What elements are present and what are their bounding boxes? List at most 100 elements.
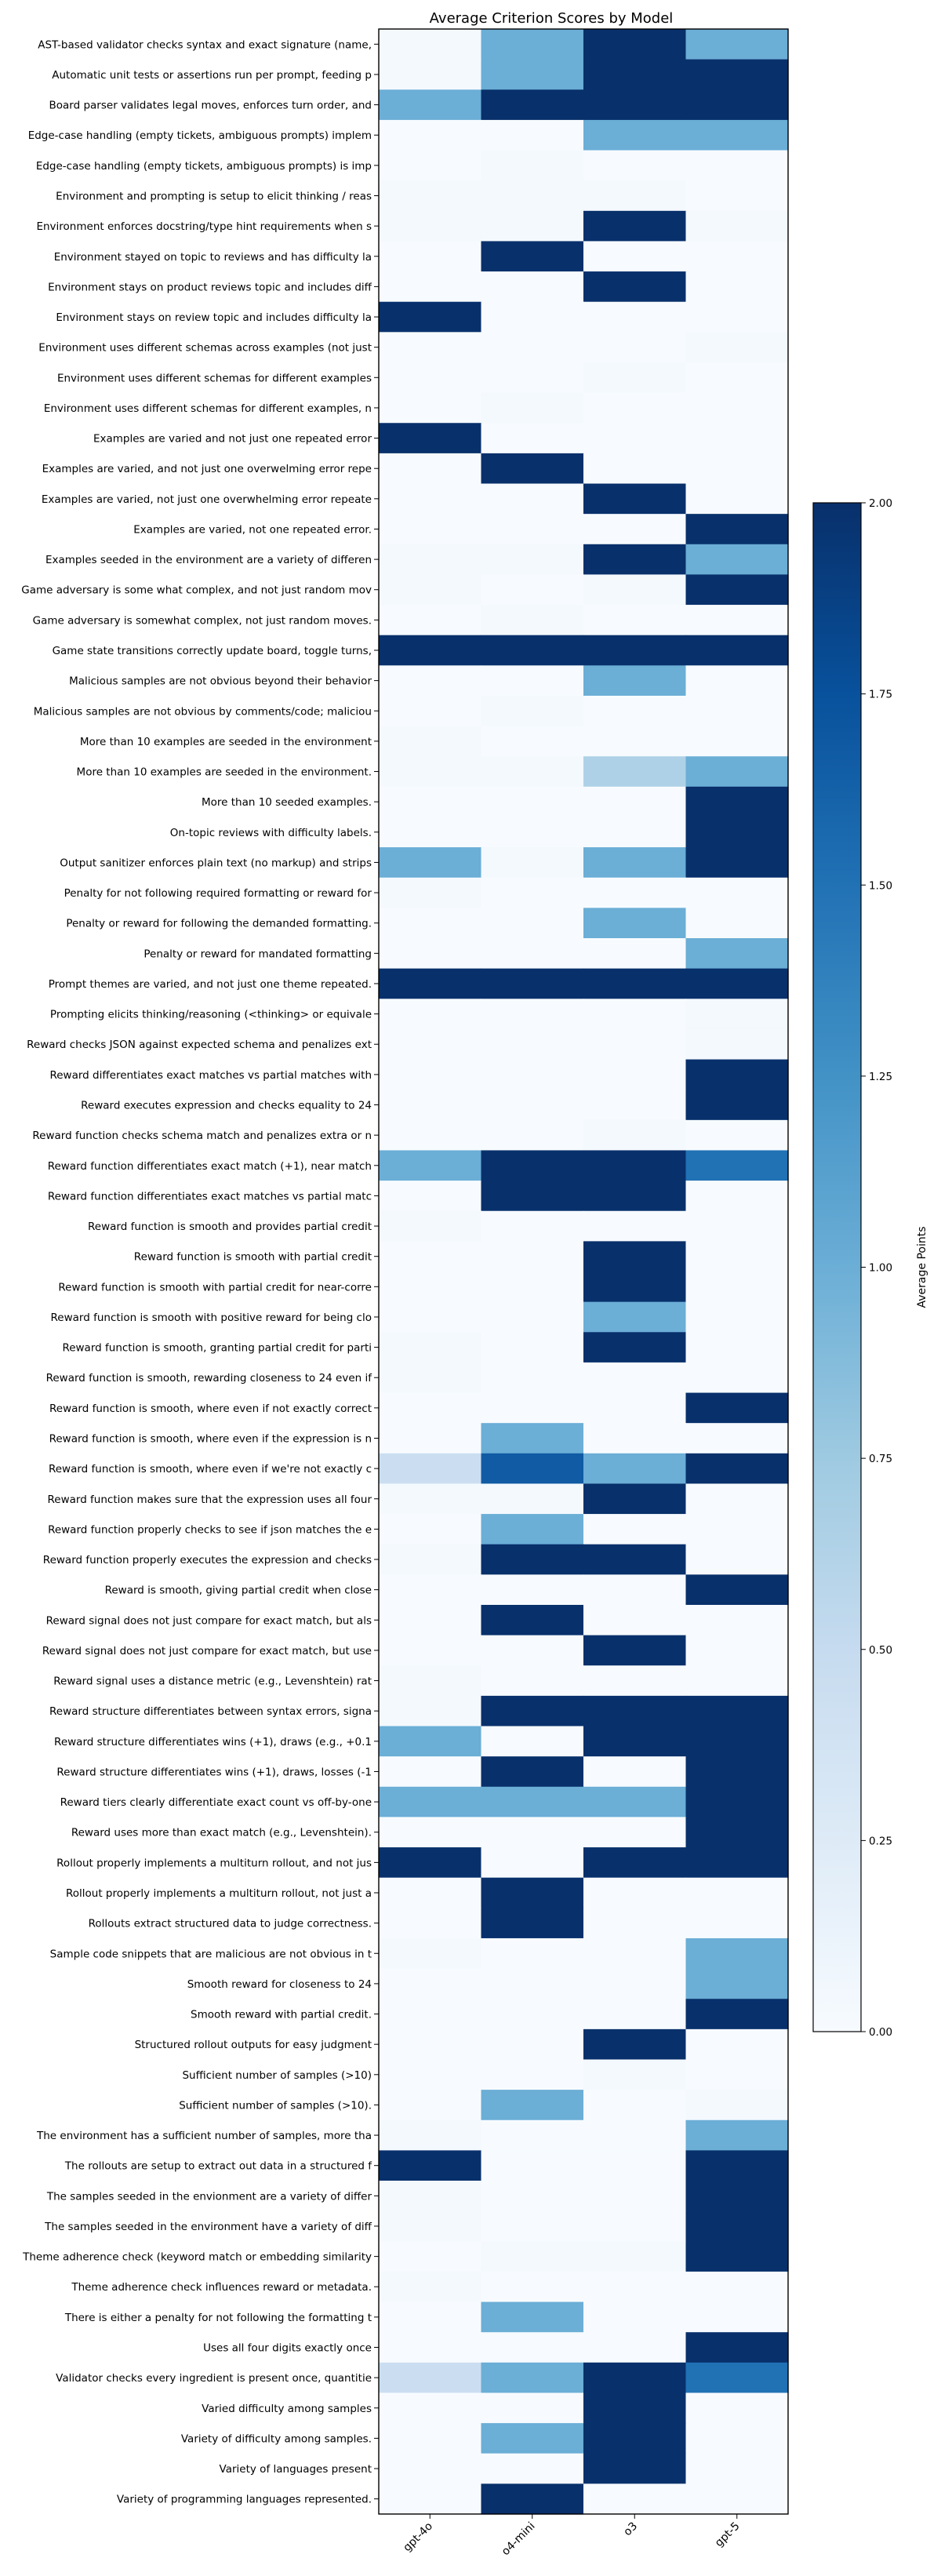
heatmap-cell [583, 241, 687, 272]
heatmap-cell [481, 2028, 584, 2061]
heatmap-cell [481, 2332, 584, 2363]
heatmap-cell [583, 271, 687, 303]
heatmap-cell [379, 1847, 482, 1879]
colorbar-tick-label: 1.25 [869, 1071, 892, 1083]
heatmap-cell [481, 241, 584, 272]
heatmap-cell [685, 29, 789, 60]
row-label: Game adversary is some what complex, and… [21, 584, 372, 597]
heatmap-cell [379, 59, 482, 90]
heatmap-cell [685, 1877, 789, 1908]
heatmap-cell [379, 1332, 482, 1363]
heatmap-cell [481, 59, 584, 90]
heatmap-cell [583, 2332, 687, 2363]
heatmap-cell [481, 2119, 584, 2151]
heatmap-cell [583, 1241, 687, 1272]
heatmap-cell [685, 2090, 789, 2121]
row-label: Environment stays on product reviews top… [48, 281, 372, 293]
colorbar-tick-label: 2.00 [869, 497, 892, 510]
heatmap-cell [685, 2119, 789, 2151]
heatmap-cell [583, 908, 687, 939]
row-label: Output sanitizer enforces plain text (no… [60, 857, 372, 869]
heatmap-cell [481, 2090, 584, 2121]
heatmap-cell [481, 1999, 584, 2030]
heatmap-cell [379, 150, 482, 181]
heatmap-cell [583, 1090, 687, 1121]
heatmap-cell [379, 2392, 482, 2424]
heatmap-cell [481, 877, 584, 908]
heatmap-cell [379, 271, 482, 303]
heatmap-cell [685, 453, 789, 485]
heatmap-cell [481, 1665, 584, 1697]
heatmap-cell [583, 1453, 687, 1485]
heatmap-cell [379, 1695, 482, 1727]
heatmap-cell [481, 29, 584, 60]
row-label: Examples are varied and not just one rep… [93, 433, 372, 446]
heatmap-cell [685, 119, 789, 151]
row-label: Examples are varied, not one repeated er… [133, 523, 372, 536]
heatmap-cell [379, 1877, 482, 1908]
colorbar-tick-label: 0.75 [869, 1453, 892, 1465]
colorbar-tick-label: 1.50 [869, 879, 892, 892]
heatmap-cell [583, 817, 687, 848]
heatmap-cell [583, 1756, 687, 1788]
heatmap-cell [379, 89, 482, 121]
row-label: Variety of languages present [220, 2463, 372, 2476]
heatmap-cell [481, 665, 584, 697]
heatmap-cell [583, 2301, 687, 2333]
heatmap-cell [379, 2483, 482, 2515]
heatmap-cell [481, 1756, 584, 1788]
heatmap-cell [685, 1604, 789, 1636]
heatmap-cell [583, 1059, 687, 1090]
heatmap-cell [685, 1544, 789, 1575]
heatmap-cell [685, 1726, 789, 1757]
heatmap-cell [481, 1272, 584, 1303]
row-label: Automatic unit tests or assertions run p… [52, 69, 372, 82]
heatmap-cell [685, 847, 789, 879]
row-label: Sufficient number of samples (>10). [179, 2099, 372, 2112]
heatmap-cell [379, 2090, 482, 2121]
heatmap-cell [583, 1817, 687, 1848]
heatmap-cell [685, 786, 789, 818]
heatmap-cell [685, 726, 789, 757]
heatmap-cell [481, 180, 584, 212]
heatmap-cell [379, 1817, 482, 1848]
heatmap-cell [685, 1332, 789, 1363]
heatmap-cell [583, 1392, 687, 1424]
heatmap-cell [685, 1999, 789, 2030]
row-label: Environment stays on review topic and in… [56, 311, 372, 324]
row-label: Rollout properly implements a multiturn … [66, 1887, 372, 1900]
heatmap-cell [583, 453, 687, 485]
heatmap-cell [583, 1272, 687, 1303]
heatmap-cell [685, 968, 789, 999]
heatmap-cell [685, 1574, 789, 1606]
row-label: Malicious samples are not obvious by com… [34, 705, 372, 718]
heatmap-cell [685, 362, 789, 394]
heatmap-cell [583, 1695, 687, 1727]
heatmap-cell [481, 756, 584, 788]
heatmap-cell [685, 2210, 789, 2242]
heatmap-cell [685, 817, 789, 848]
row-label: Reward checks JSON against expected sche… [27, 1039, 372, 1051]
heatmap-cell [685, 1908, 789, 1939]
heatmap-cell [481, 1423, 584, 1454]
heatmap-cell [379, 1665, 482, 1697]
heatmap-cell [481, 605, 584, 636]
heatmap-cell [583, 695, 687, 727]
heatmap-cells [379, 29, 789, 2515]
heatmap-cell [379, 938, 482, 970]
heatmap-cell [481, 271, 584, 303]
heatmap-cell [481, 2210, 584, 2242]
heatmap-cell [379, 1362, 482, 1394]
heatmap-cell [379, 1059, 482, 1090]
colorbar-tick-label: 1.00 [869, 1262, 892, 1275]
heatmap-cell [685, 180, 789, 212]
heatmap-cell [379, 1028, 482, 1061]
heatmap-cell [583, 635, 687, 666]
heatmap-cell [481, 999, 584, 1030]
heatmap-cell [583, 938, 687, 970]
row-label: Reward signal does not just compare for … [42, 1645, 372, 1657]
heatmap-cell [379, 1574, 482, 1606]
heatmap-cell [583, 362, 687, 394]
heatmap-cell [379, 2332, 482, 2363]
heatmap-cell [685, 2362, 789, 2394]
